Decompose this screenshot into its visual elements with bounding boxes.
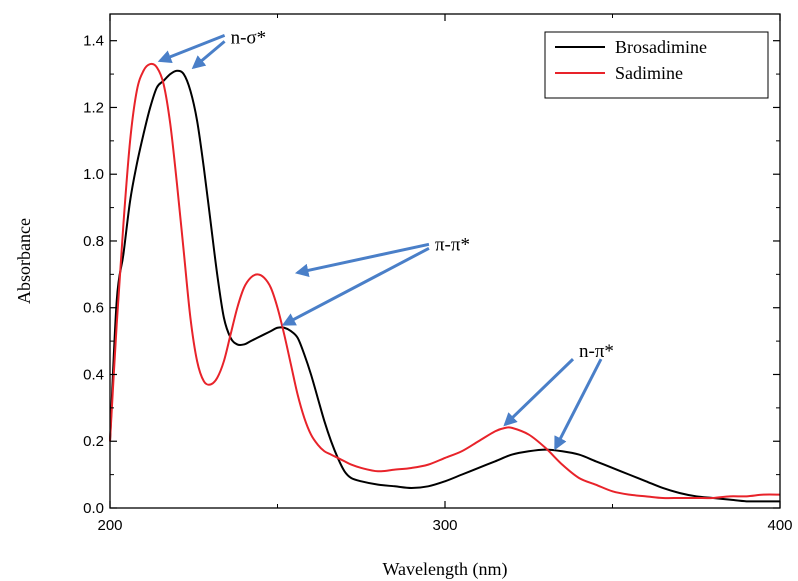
y-tick-label: 1.0 <box>83 166 104 183</box>
legend-label: Brosadimine <box>615 37 707 57</box>
x-axis-label: Wavelength (nm) <box>382 559 507 580</box>
y-tick-label: 1.2 <box>83 99 104 116</box>
x-tick-label: 400 <box>767 517 792 534</box>
annotation-label: π-π* <box>435 234 470 255</box>
y-tick-label: 0.6 <box>83 300 104 317</box>
annotation-label: n-σ* <box>231 27 267 48</box>
annotation-label: n-π* <box>579 341 614 362</box>
series-line-sadimine <box>109 62 781 500</box>
annotation-arrow <box>281 246 430 326</box>
x-tick-label: 300 <box>432 517 457 534</box>
y-tick-label: 0.8 <box>83 233 104 250</box>
legend-label: Sadimine <box>615 63 683 83</box>
y-tick-label: 1.4 <box>83 33 104 50</box>
annotation-arrow <box>157 33 226 64</box>
annotation-arrow <box>294 242 430 278</box>
series-line-brosadimine <box>109 69 780 503</box>
x-tick-label: 200 <box>97 517 122 534</box>
annotation-arrow <box>191 40 226 70</box>
y-tick-label: 0.4 <box>83 366 104 383</box>
y-tick-label: 0.0 <box>83 500 104 517</box>
annotation-arrow <box>503 358 575 427</box>
y-axis-label: Absorbance <box>14 218 34 304</box>
annotation-arrow <box>554 358 603 451</box>
legend-box <box>544 31 769 99</box>
y-tick-label: 0.2 <box>83 433 104 450</box>
